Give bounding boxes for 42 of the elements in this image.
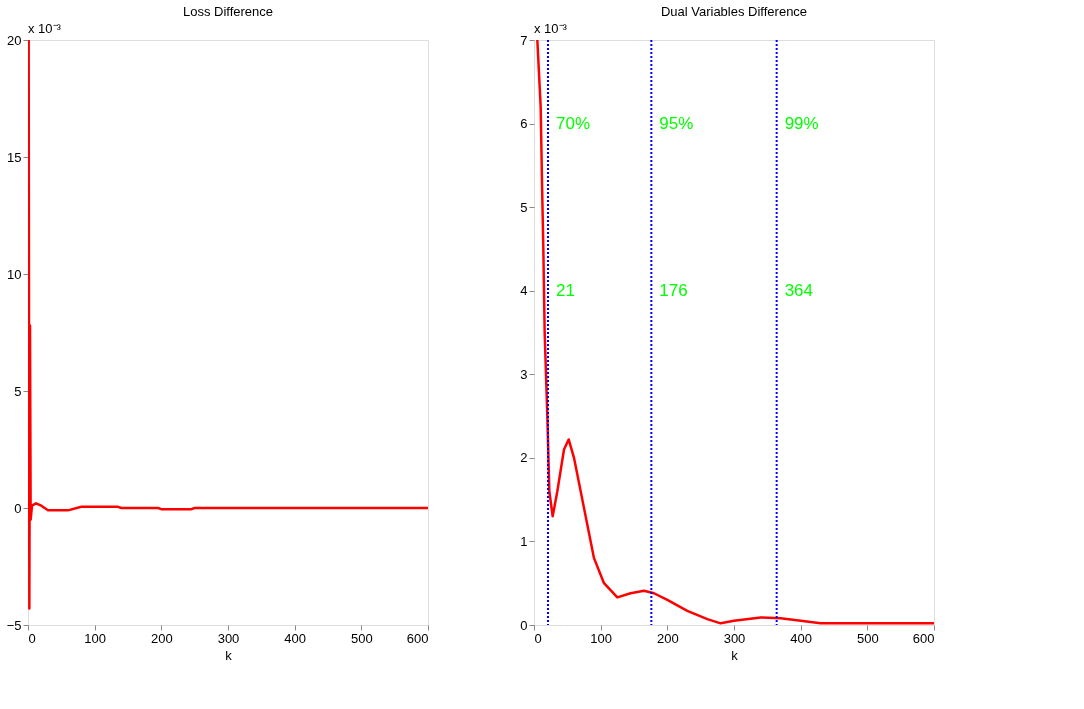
line-series: [536, 40, 934, 625]
y-tick-label: −5: [6, 617, 22, 633]
annotation: 99%: [784, 113, 819, 133]
y-tick-label: 0: [520, 617, 528, 633]
x-tick-label: 0: [28, 630, 36, 646]
y-tick-label: 2: [520, 450, 528, 466]
y-tick-label: 10: [7, 266, 22, 282]
x-tick-label: 600: [912, 630, 935, 646]
line-series: [28, 40, 428, 610]
y-tick-label: 5: [520, 199, 528, 215]
annotation: 95%: [659, 113, 694, 133]
y-tick-label: 6: [520, 116, 528, 132]
y-tick-label: 5: [14, 383, 22, 399]
x-tick-label: 600: [406, 630, 429, 646]
y-tick-label: 4: [520, 283, 528, 299]
x-tick-label: 300: [723, 630, 746, 646]
x-tick-label: 100: [84, 630, 107, 646]
x-tick-label: 300: [217, 630, 240, 646]
chart-title: Loss Difference: [182, 4, 274, 19]
ref-line-label: 21: [556, 280, 575, 300]
y-tick-label: 7: [520, 32, 528, 48]
ref-line-label: 176: [659, 280, 688, 300]
y-tick-label: 1: [520, 533, 528, 549]
x-tick-label: 200: [656, 630, 679, 646]
text: x 10⁻³: [28, 21, 62, 36]
y-tick-label: 0: [14, 500, 22, 516]
x-tick-label: 0: [534, 630, 542, 646]
x-tick-label: 500: [350, 630, 373, 646]
x-tick-label: 100: [590, 630, 613, 646]
ref-line-label: 364: [784, 280, 814, 300]
y-tick-label: 20: [7, 32, 22, 48]
x-tick-label: 200: [150, 630, 173, 646]
y-tick-label: 3: [520, 366, 528, 382]
annotation: 70%: [556, 113, 591, 133]
text: x 10⁻³: [534, 21, 568, 36]
x-tick-label: 500: [856, 630, 879, 646]
y-tick-label: 15: [7, 149, 22, 165]
x-axis-title: k: [225, 647, 233, 663]
x-tick-label: 400: [790, 630, 813, 646]
chart-title: Dual Variables Difference: [660, 4, 808, 19]
x-tick-label: 400: [284, 630, 307, 646]
x-axis-title: k: [731, 647, 739, 663]
